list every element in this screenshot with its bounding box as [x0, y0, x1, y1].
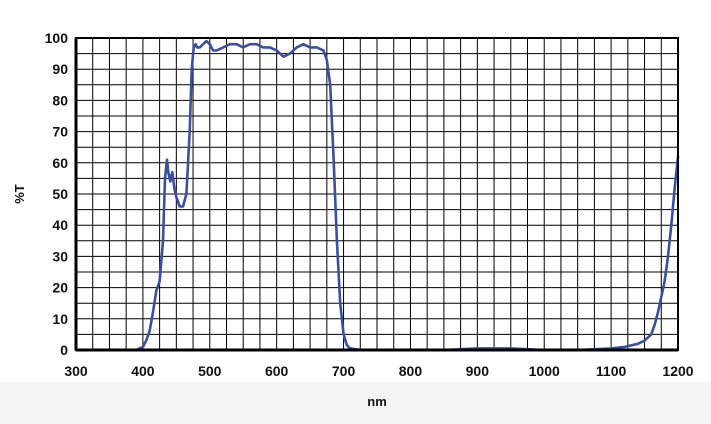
x-axis-title: nm	[367, 394, 387, 409]
y-tick-label: 50	[52, 186, 68, 202]
x-tick-label: 800	[399, 363, 423, 379]
y-tick-label: 70	[52, 124, 68, 140]
y-tick-label: 90	[52, 61, 68, 77]
x-tick-label: 600	[265, 363, 289, 379]
y-tick-label: 80	[52, 92, 68, 108]
y-axis-title: %T	[12, 184, 27, 204]
x-tick-label: 400	[131, 363, 155, 379]
x-tick-label: 1100	[596, 363, 627, 379]
y-tick-label: 10	[52, 311, 68, 327]
x-tick-label: 700	[332, 363, 356, 379]
x-tick-label: 1000	[529, 363, 560, 379]
y-tick-label: 60	[52, 155, 68, 171]
grid	[76, 38, 678, 350]
y-tick-label: 100	[45, 30, 69, 46]
y-tick-label: 0	[60, 342, 68, 358]
plot-background-band	[0, 382, 711, 424]
x-tick-label: 900	[466, 363, 490, 379]
plot-frame	[74, 37, 679, 352]
x-tick-label: 1200	[662, 363, 693, 379]
x-tick-label: 300	[64, 363, 88, 379]
y-tick-label: 20	[52, 280, 68, 296]
x-tick-label: 500	[198, 363, 222, 379]
tick-labels: 300 400 500 600 700 800 900 1000 1100 1200 0 10 20 30…	[45, 30, 694, 379]
y-tick-label: 30	[52, 248, 68, 264]
y-tick-label: 40	[52, 217, 68, 233]
